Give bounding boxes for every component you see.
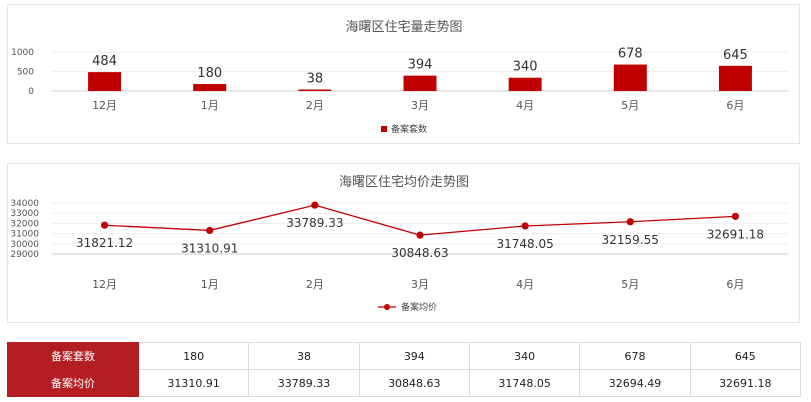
y-tick-label: 29000: [10, 250, 39, 260]
table-cell: 180: [137, 342, 250, 370]
data-point: [416, 231, 424, 239]
x-tick-label: 12月: [92, 278, 117, 291]
x-tick-label: 3月: [411, 278, 429, 291]
data-point: [731, 212, 740, 220]
table-cell: 678: [579, 342, 691, 370]
x-tick-label: 1月: [201, 278, 219, 291]
x-tick-label: 1月: [201, 99, 219, 112]
table-cell: 394: [358, 342, 470, 370]
x-tick-label: 4月: [516, 278, 534, 291]
x-tick-label: 12月: [92, 99, 117, 112]
chart-title: 海曙区住宅量走势图: [345, 19, 462, 35]
bar: [403, 75, 437, 91]
y-tick-label: 32000: [10, 219, 39, 229]
table-cell: 32694.49: [579, 369, 691, 397]
legend-label: 备案套数: [391, 123, 427, 135]
legend-swatch: [381, 126, 387, 132]
x-tick-label: 2月: [306, 99, 324, 112]
bar: [88, 72, 122, 91]
y-tick-label: 33000: [10, 209, 39, 219]
table-cell: 645: [689, 342, 802, 370]
price-line-chart: 海曙区住宅均价走势图 290003000031000320003300034000…: [10, 174, 788, 313]
table-row: 备案套数 180 38 394 340 678 645: [7, 342, 802, 370]
data-label: 38: [307, 72, 324, 87]
y-tick-label: 500: [17, 68, 34, 78]
y-tick-label: 1000: [11, 48, 34, 58]
data-label: 645: [723, 48, 748, 63]
bar: [718, 65, 752, 91]
x-tick-label: 5月: [621, 278, 639, 291]
y-tick-label: 31000: [10, 230, 39, 240]
data-point: [521, 222, 529, 230]
bar: [613, 64, 647, 91]
row-header: 备案均价: [7, 369, 139, 397]
data-label: 31821.12: [76, 236, 133, 250]
data-label: 678: [618, 47, 643, 62]
data-label: 180: [197, 66, 222, 81]
bar: [193, 83, 227, 91]
bar: [298, 89, 332, 91]
x-tick-label: 6月: [726, 99, 744, 112]
x-tick-label: 5月: [621, 99, 639, 112]
data-label: 394: [408, 58, 433, 73]
data-label: 340: [513, 60, 538, 75]
data-label: 32691.18: [707, 227, 764, 241]
data-point: [626, 218, 634, 226]
data-label: 31310.91: [181, 241, 238, 255]
data-label: 33789.33: [286, 216, 343, 230]
table-row: 备案均价 31310.91 33789.33 30848.63 31748.05 3269…: [7, 369, 802, 397]
y-tick-label: 30000: [10, 240, 39, 250]
table-cell: 31748.05: [468, 369, 581, 397]
legend-label: 备案均价: [401, 301, 437, 313]
row-header: 备案套数: [7, 342, 139, 370]
bar: [508, 77, 542, 91]
data-label: 31748.05: [497, 237, 554, 251]
data-point: [311, 201, 319, 209]
data-label: 32159.55: [602, 233, 659, 247]
price-chart-panel: 海曙区住宅均价走势图 29000 30000 31000 32000 33000 34000…: [7, 163, 800, 323]
table-cell: 33789.33: [248, 369, 360, 397]
x-tick-label: 4月: [516, 99, 534, 112]
x-tick-label: 3月: [411, 99, 429, 112]
table-cell: 31310.91: [137, 369, 250, 397]
table-cell: 30848.63: [358, 369, 470, 397]
table-cell: 32691.18: [689, 369, 802, 397]
summary-table: 备案套数 180 38 394 340 678 645 备案均价 31310.91 33789.3…: [7, 342, 802, 397]
y-tick-label: 34000: [10, 199, 39, 209]
table-cell: 38: [248, 342, 360, 370]
legend-marker: [384, 304, 390, 310]
data-point: [100, 221, 109, 229]
data-label: 30848.63: [391, 246, 448, 260]
volume-bar-chart: 海曙区住宅量走势图 0 500 1000 484 12月 180 1月 38 2月 394 3月 340…: [11, 19, 788, 135]
series-line: [104, 204, 736, 236]
y-tick-label: 0: [28, 87, 34, 97]
volume-chart-panel: 海曙区住宅量走势图 0 500 1000 484 12月 180 1月 38 2月 394 3月 340…: [7, 4, 800, 144]
data-label: 484: [92, 54, 117, 69]
table-cell: 340: [468, 342, 581, 370]
x-tick-label: 2月: [306, 278, 324, 291]
x-tick-label: 6月: [726, 278, 744, 291]
chart-title: 海曙区住宅均价走势图: [339, 174, 469, 190]
data-point: [206, 226, 214, 235]
